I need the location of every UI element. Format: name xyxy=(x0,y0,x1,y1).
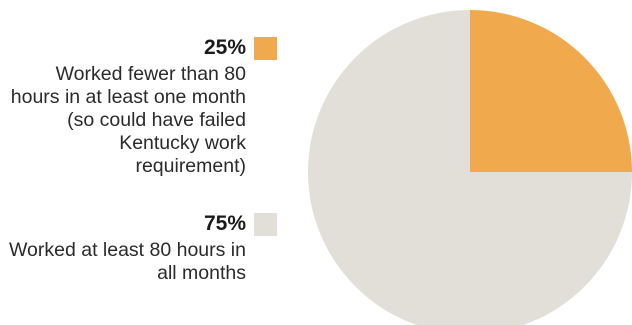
legend-percent: 25% xyxy=(203,36,246,59)
legend-item-at-least-80: 75% Worked at least 80 hours in all mont… xyxy=(6,212,277,285)
legend-swatch xyxy=(254,212,277,236)
legend-description: Worked fewer than 80 hours in at least o… xyxy=(10,63,246,177)
legend-swatch xyxy=(254,36,277,60)
legend-percent: 75% xyxy=(203,212,246,235)
pie-slice-at-least-80 xyxy=(308,10,632,325)
legend-description: Worked at least 80 hours in all months xyxy=(8,239,246,284)
pie-slice-fewer-than-80 xyxy=(470,10,632,172)
legend-item-fewer-than-80: 25% Worked fewer than 80 hours in at lea… xyxy=(6,36,277,178)
